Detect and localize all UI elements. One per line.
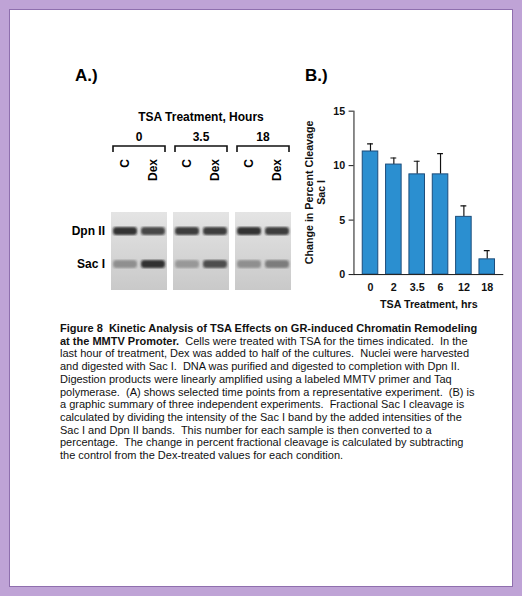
svg-text:A.): A.) (75, 66, 98, 85)
svg-text:C: C (242, 159, 256, 168)
svg-text:Dex: Dex (146, 159, 160, 181)
svg-text:0: 0 (339, 268, 345, 280)
svg-text:15: 15 (333, 105, 345, 117)
html-text:Figure 8 Kinetic Analysis of T: Figure 8 Kinetic Analysis of TSA Effects… (60, 322, 481, 461)
svg-text:3.5: 3.5 (193, 130, 210, 144)
svg-text:5: 5 (339, 214, 345, 226)
svg-text:Dex: Dex (270, 159, 284, 181)
svg-text:18: 18 (481, 281, 493, 293)
svg-text:Dpn II: Dpn II (72, 224, 105, 238)
svg-text:Sac I: Sac I (77, 257, 105, 271)
svg-text:C: C (180, 159, 194, 168)
svg-text:12: 12 (458, 281, 470, 293)
svg-text:TSA Treatment, Hours: TSA Treatment, Hours (138, 110, 264, 124)
svg-text:TSA Treatment, hrs: TSA Treatment, hrs (380, 298, 478, 310)
svg-text:B.): B.) (305, 66, 328, 85)
svg-text:Change in Percent CleavageSac: Change in Percent CleavageSac I (303, 120, 328, 264)
svg-text:3.5: 3.5 (410, 281, 425, 293)
svg-text:C: C (118, 159, 132, 168)
svg-text:18: 18 (256, 130, 270, 144)
svg-text:0: 0 (136, 130, 143, 144)
svg-text:2: 2 (391, 281, 397, 293)
svg-text:0: 0 (368, 281, 374, 293)
svg-text:6: 6 (438, 281, 444, 293)
svg-text:10: 10 (333, 159, 345, 171)
svg-text:Dex: Dex (208, 159, 222, 181)
